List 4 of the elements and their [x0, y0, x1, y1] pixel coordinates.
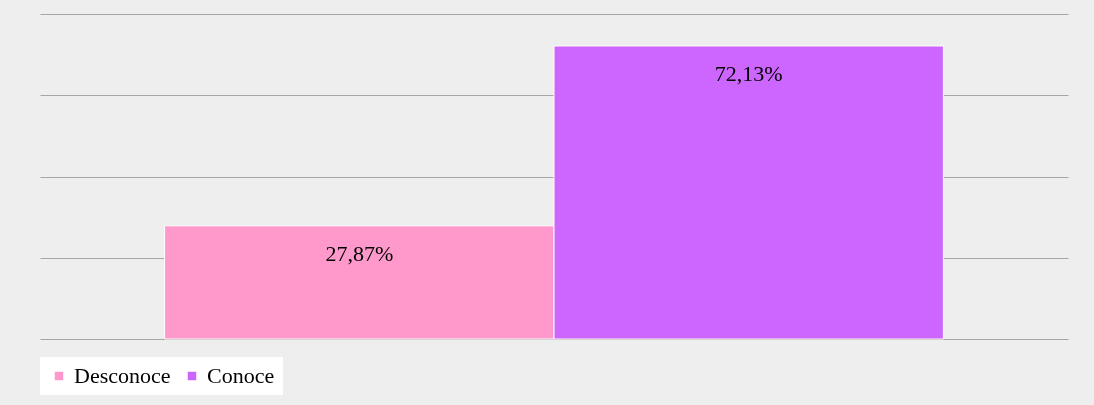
data-label: 27,87% [325, 240, 394, 266]
data-label: 72,13% [714, 60, 783, 86]
legend-label: Conoce [207, 363, 275, 388]
legend-label: Desconoce [74, 363, 171, 388]
